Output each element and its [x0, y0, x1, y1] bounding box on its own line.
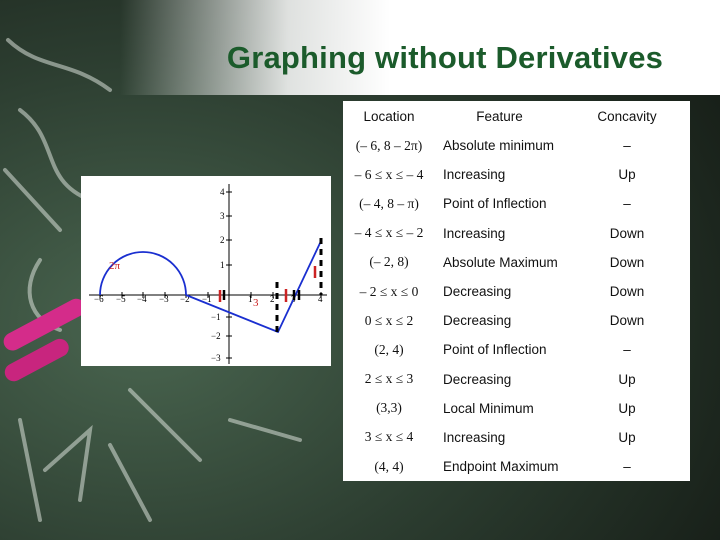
concavity-cell: – [623, 459, 631, 475]
y-tick-label: −2 [211, 331, 221, 341]
x-tick-label: −6 [94, 294, 104, 304]
table-row: 3 ≤ x ≤ 4 Increasing Up [343, 423, 690, 452]
y-tick-label: −1 [211, 312, 221, 322]
y-tick-label: −3 [211, 353, 221, 363]
feature-cell: Decreasing [443, 371, 512, 387]
feature-cell: Decreasing [443, 313, 512, 329]
table-row: (– 2, 8) Absolute Maximum Down [343, 248, 690, 277]
x-tick-label: 1 [248, 294, 253, 304]
location-cell: – 6 ≤ x ≤ – 4 [354, 166, 424, 182]
location-cell: (– 6, 8 – 2π) [355, 137, 423, 153]
table-header-row: Location Feature Concavity [343, 101, 690, 131]
table-row: (– 6, 8 – 2π) Absolute minimum – [343, 131, 690, 160]
concavity-cell: Up [618, 167, 636, 183]
location-cell: (– 2, 8) [369, 254, 409, 270]
x-tick-label: −2 [180, 294, 190, 304]
location-cell: (3,3) [376, 400, 402, 416]
column-header-concavity: Concavity [597, 108, 657, 124]
x-tick-label: −5 [116, 294, 126, 304]
table-row: 2 ≤ x ≤ 3 Decreasing Up [343, 365, 690, 394]
table-row: (– 4, 8 – π) Point of Inflection – [343, 189, 690, 218]
location-cell: 2 ≤ x ≤ 3 [364, 371, 414, 387]
y-tick-label: 3 [220, 211, 225, 221]
location-cell: (2, 4) [374, 341, 404, 357]
concavity-cell: Down [609, 225, 645, 241]
location-cell: (– 4, 8 – π) [359, 195, 419, 211]
x-tick-label: −3 [159, 294, 169, 304]
feature-cell: Endpoint Maximum [443, 459, 559, 475]
y-tick-label: 1 [220, 260, 225, 270]
location-cell: 0 ≤ x ≤ 2 [364, 312, 414, 328]
concavity-cell: Up [618, 429, 636, 445]
table-row: – 6 ≤ x ≤ – 4 Increasing Up [343, 160, 690, 189]
page-title: Graphing without Derivatives [226, 40, 664, 75]
location-cell: (4, 4) [374, 458, 404, 474]
column-header-location: Location [363, 108, 415, 124]
feature-cell: Increasing [443, 429, 506, 445]
feature-cell: Point of Inflection [443, 196, 547, 212]
concavity-cell: Up [618, 400, 636, 416]
location-cell: 3 ≤ x ≤ 4 [364, 429, 414, 445]
table-row: (4, 4) Endpoint Maximum – [343, 452, 690, 481]
label-2pi: 2π [109, 260, 121, 272]
y-tick-label: 2 [220, 235, 225, 245]
table-row: 0 ≤ x ≤ 2 Decreasing Down [343, 306, 690, 335]
table-row: (2, 4) Point of Inflection – [343, 335, 690, 364]
feature-cell: Decreasing [443, 284, 512, 300]
concavity-cell: Down [609, 254, 645, 270]
feature-cell: Increasing [443, 167, 506, 183]
concavity-cell: Down [609, 284, 645, 300]
feature-cell: Absolute minimum [443, 138, 555, 154]
feature-cell: Local Minimum [443, 400, 534, 416]
function-graph: −6 −5 −4 −3 −2 −1 1 2 3 4 4 3 2 1 −1 −2 … [81, 176, 331, 366]
location-cell: – 2 ≤ x ≤ 0 [359, 283, 419, 299]
x-tick-label: 2 [270, 294, 275, 304]
concavity-cell: Down [609, 313, 645, 329]
concavity-cell: – [623, 196, 631, 212]
column-header-feature: Feature [476, 108, 523, 124]
x-tick-label: −4 [137, 294, 147, 304]
concavity-cell: Up [618, 371, 636, 387]
feature-cell: Absolute Maximum [443, 254, 558, 270]
table-row: (3,3) Local Minimum Up [343, 394, 690, 423]
table-row: – 4 ≤ x ≤ – 2 Increasing Down [343, 219, 690, 248]
semicircle-curve [99, 251, 187, 296]
table-row: – 2 ≤ x ≤ 0 Decreasing Down [343, 277, 690, 306]
y-tick-label: 4 [220, 187, 225, 197]
concavity-cell: – [623, 342, 631, 358]
feature-cell: Increasing [443, 225, 506, 241]
label-3: 3 [253, 297, 259, 309]
concavity-cell: – [623, 138, 631, 154]
x-tick-label: −1 [202, 294, 212, 304]
feature-cell: Point of Inflection [443, 342, 547, 358]
location-cell: – 4 ≤ x ≤ – 2 [354, 225, 424, 241]
feature-table: Location Feature Concavity (– 6, 8 – 2π)… [343, 101, 690, 482]
x-tick-label: 4 [318, 294, 323, 304]
